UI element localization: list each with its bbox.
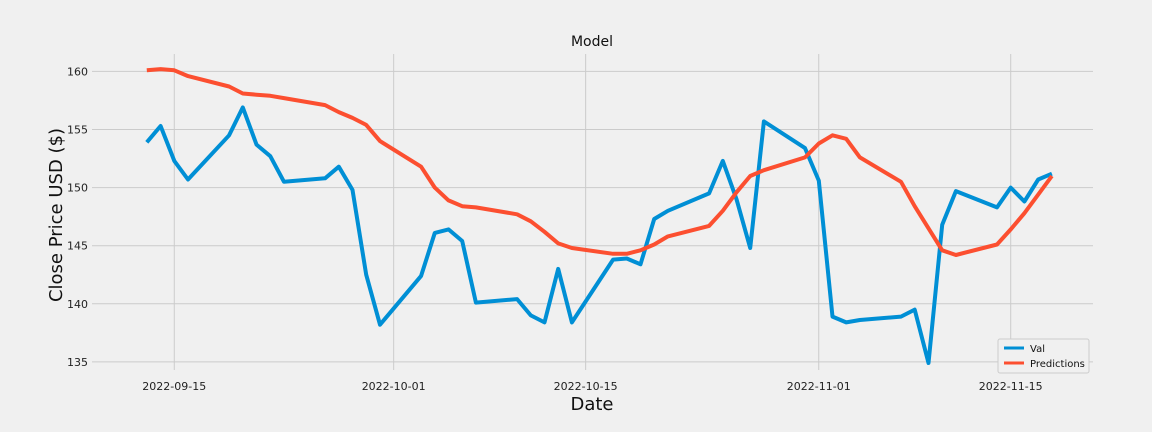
chart-title: Model (571, 34, 613, 50)
x-tick-label: 2022-10-15 (554, 380, 618, 393)
x-tick-label: 2022-10-01 (362, 380, 426, 393)
x-tick-label: 2022-11-01 (787, 380, 851, 393)
y-axis-title: Close Price USD ($) (46, 128, 67, 302)
y-tick-label: 150 (67, 182, 88, 195)
y-tick-label: 160 (67, 65, 88, 78)
series-line-val (145, 105, 1053, 365)
y-tick-label: 140 (67, 298, 88, 311)
x-tick-label: 2022-11-15 (979, 380, 1043, 393)
legend: Val Predictions (997, 338, 1090, 374)
series-line-predictions (146, 67, 1054, 257)
legend-label-predictions: Predictions (1030, 359, 1085, 370)
y-tick-labels: 135 140 145 150 155 160 (67, 65, 88, 368)
plot-area (92, 54, 1093, 370)
x-tick-label: 2022-09-15 (142, 380, 206, 393)
grid (92, 54, 1093, 370)
y-tick-label: 145 (67, 240, 88, 253)
y-tick-label: 135 (67, 356, 88, 369)
legend-label-val: Val (1030, 344, 1045, 355)
x-tick-labels: 2022-09-15 2022-10-01 2022-10-15 2022-11-01… (142, 380, 1042, 393)
y-tick-label: 155 (67, 124, 88, 137)
series-lines (145, 67, 1054, 365)
x-axis-title: Date (570, 394, 613, 415)
